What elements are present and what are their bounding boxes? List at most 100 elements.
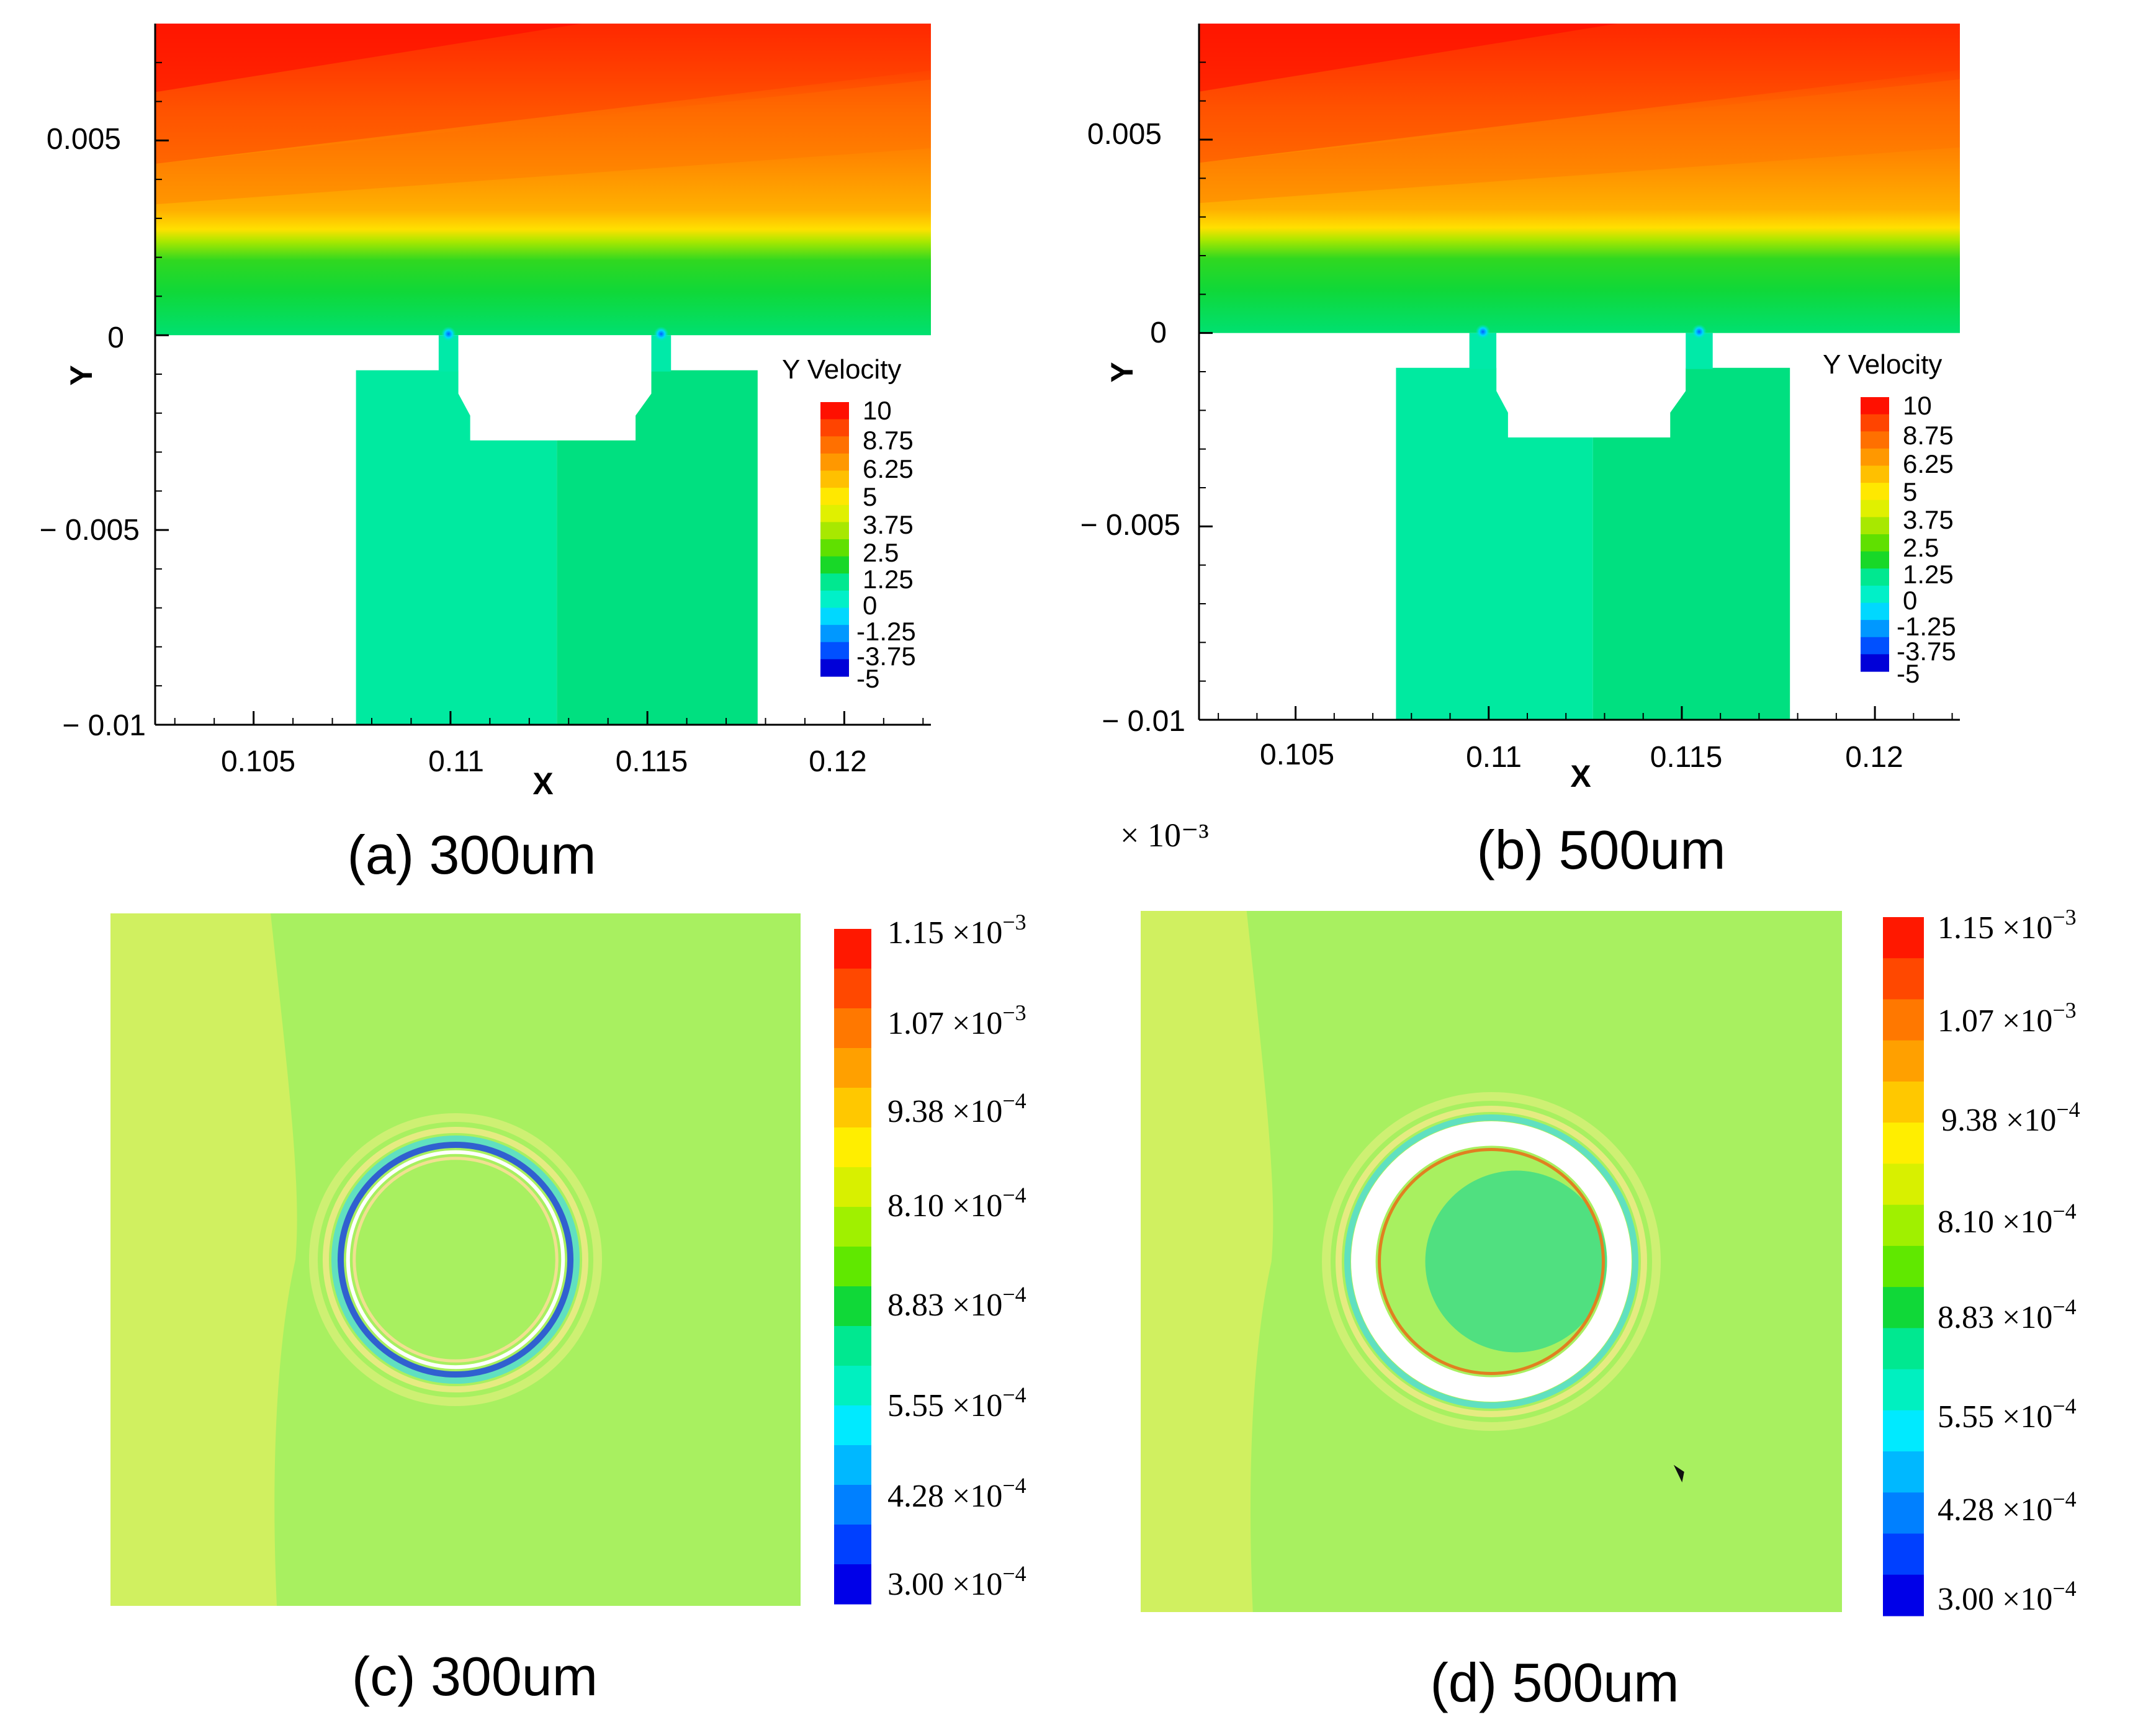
color-scale-band [1861,585,1889,604]
svg-text:8.10 ×10−4: 8.10 ×10−4 [887,1183,1026,1224]
x-axis-label: X [1570,759,1591,794]
color-scale-band [834,969,871,1009]
svg-text:3.00 ×10−4: 3.00 ×10−4 [887,1561,1026,1602]
legend-level: 1.07 ×10−3 [1938,998,2077,1039]
color-scale-band [1861,448,1889,467]
color-scale-band [1883,1040,1924,1082]
legend-level: 1.15 ×10−3 [887,910,1026,951]
color-scale-band [1883,1369,1924,1411]
legend-b: Y Velocity 10 8.75 6.25 5 3.75 2.5 1.25 … [1823,349,1956,688]
panel-d-pressure-map: 1.15 ×10−3 1.07 ×10−3 9.38 ×10−4 8.10 ×1… [1141,905,2080,1713]
legend-level: 0 [1903,586,1917,615]
channel-flow-field [1199,24,1960,333]
color-scale-band [834,1525,871,1565]
legend-title: Y Velocity [782,354,901,385]
color-scale-band [834,1207,871,1247]
legend-level: 1.25 [863,565,914,594]
color-scale-band [834,1247,871,1287]
halo-band [1344,1114,1638,1409]
legend-levels-b: 10 8.75 6.25 5 3.75 2.5 1.25 0 -1.25 -3.… [1897,391,1956,688]
legend-level: 0 [863,591,877,620]
color-scale-band [820,402,849,420]
contour-band-high [1199,24,1618,92]
legend-level: 5 [1903,477,1917,506]
color-scale-band [820,419,849,437]
legend-level: -1.25 [1897,612,1956,641]
color-scale-band [820,539,849,557]
color-scale-band [1861,637,1889,655]
contour-band-low [155,79,931,205]
color-scale-band [1861,551,1889,569]
x-tick-label: 0.115 [616,745,688,778]
legend-level: 8.10 ×10−4 [887,1183,1026,1224]
svg-text:9.38 ×10−4: 9.38 ×10−4 [887,1088,1026,1129]
legend-level: 5.55 ×10−4 [887,1382,1026,1423]
color-scale-band [820,625,849,643]
artifact-mark [1673,1464,1684,1482]
color-scale-band [1861,500,1889,518]
legend-level: 8.10 ×10−4 [1938,1199,2077,1240]
velocity-contour-plot-b [1198,24,1960,721]
color-scale-band [1883,1451,1924,1493]
legend-level: 3.00 ×10−4 [1938,1576,2077,1617]
y-axis-label: Y [64,365,99,385]
color-scale-band [820,607,849,625]
color-scale-band [1883,1122,1924,1165]
svg-text:9.38 ×10−4: 9.38 ×10−4 [1941,1097,2080,1138]
pressure-contour-map-c [110,913,801,1606]
legend-a: Y Velocity 10 8.75 6.25 5 3.75 2.5 1.25 … [782,354,916,693]
panel-b-velocity-plot: 0.105 0.11 0.115 0.12 X 0.005 0 − 0.005 … [1080,24,1960,880]
color-scale-band [1883,958,1924,1000]
svg-text:1.07 ×10−3: 1.07 ×10−3 [1938,998,2077,1039]
y-tick-label: 0 [107,321,124,354]
legend-level: 3.75 [863,510,914,539]
slot-jet [1691,324,1707,339]
panel-a-velocity-plot: 0.105 0.11 0.115 0.12 X 0.005 0 − 0.005 … [40,24,931,885]
color-scale-band [834,1445,871,1485]
color-scale-a [820,402,849,677]
legend-level: 9.38 ×10−4 [887,1088,1026,1129]
color-scale-band [1883,1081,1924,1123]
solid-insert [1496,333,1686,437]
legend-level: 4.28 ×10−4 [887,1473,1026,1514]
y-tick-label: 0.005 [47,123,121,156]
legend-level: 8.83 ×10−4 [887,1282,1026,1323]
legend-level: -5 [1897,659,1920,688]
legend-levels-a: 10 8.75 6.25 5 3.75 2.5 1.25 0 -1.25 -3.… [856,396,916,693]
svg-text:1.15 ×10−3: 1.15 ×10−3 [1938,905,2077,946]
x-tick-label: 0.12 [1845,741,1903,774]
pressure-ring-inner [346,1150,565,1369]
color-scale-band [820,522,849,540]
color-scale-band [820,556,849,574]
svg-text:3.00 ×10−4: 3.00 ×10−4 [1938,1576,2077,1617]
legend-level: -5 [856,664,879,693]
x-tick-label: 0.105 [221,745,295,778]
halo-band [1322,1092,1661,1431]
halo-band [1336,1106,1647,1417]
pressure-region-left [110,913,297,1606]
ring-core [356,1160,555,1359]
panel-caption-b: (b) 500um [1476,819,1725,880]
color-scale-band [820,590,849,609]
color-scale-band [1883,1533,1924,1575]
y-tick-label: − 0.005 [1080,509,1180,542]
svg-text:1.07 ×10−3: 1.07 ×10−3 [887,1000,1026,1041]
color-scale-c [834,929,871,1605]
x-tick-label: 0.11 [1466,741,1522,774]
color-scale-band [820,504,849,522]
color-scale-band [1883,999,1924,1041]
color-scale-band [1883,1492,1924,1535]
y-axis-label: Y [1105,362,1139,382]
color-scale-band [834,1286,871,1327]
color-scale-band [1861,414,1889,432]
legend-level: 4.28 ×10−4 [1938,1487,2077,1528]
color-scale-band [834,1008,871,1049]
legend-level: 8.83 ×10−4 [1938,1294,2077,1335]
legend-title: Y Velocity [1823,349,1942,380]
color-scale-band [1883,917,1924,959]
x-axis-a: 0.105 0.11 0.115 0.12 X [221,745,867,801]
panel-caption-d: (d) 500um [1430,1652,1679,1713]
color-scale-band [1861,534,1889,552]
color-scale-band [820,573,849,591]
